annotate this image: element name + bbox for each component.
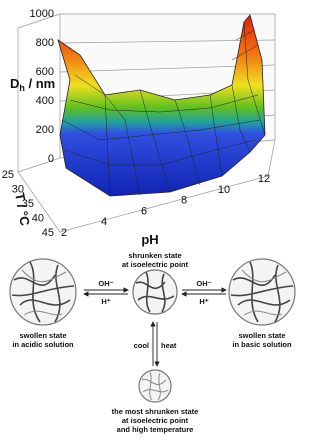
figure: Dh / nm T / °C pH 0 200 400 600 800 1000 25 30 3… [2, 8, 296, 434]
caption-center: shrunken state [128, 251, 181, 260]
z-tick-label: 400 [36, 95, 54, 107]
network-center [132, 269, 178, 315]
arrow-label: H⁺ [101, 297, 110, 306]
ph-tick-label: 12 [258, 173, 270, 185]
network-right [228, 258, 296, 326]
network-left [9, 258, 77, 326]
arrow-label: cool [134, 341, 149, 350]
ph-tick-label: 4 [101, 216, 107, 228]
arrow-label: H⁺ [199, 297, 208, 306]
ph-tick-label: 6 [141, 205, 147, 217]
t-tick-label: 30 [12, 184, 24, 196]
t-tick-label: 45 [42, 227, 54, 239]
caption-center: at isoelectric point [122, 260, 189, 269]
z-tick-label: 800 [36, 37, 54, 49]
t-tick-label: 25 [2, 169, 14, 181]
t-axis-label: T / °C [12, 191, 33, 227]
arrows [83, 287, 227, 367]
arrow-label: heat [161, 341, 177, 350]
z-tick-label: 200 [36, 124, 54, 136]
caption-right: in basic solution [232, 340, 292, 349]
ph-tick-label: 2 [61, 227, 67, 239]
caption-bottom: at isoelectric point [122, 416, 189, 425]
caption-left: swollen state [19, 331, 66, 340]
network-bottom [138, 369, 172, 403]
z-tick-label: 1000 [30, 8, 54, 20]
arrow-label: OH⁻ [98, 279, 113, 288]
caption-bottom: the most shrunken state [112, 407, 199, 416]
caption-bottom: and high temperature [117, 425, 194, 434]
t-tick-label: 40 [32, 213, 44, 225]
arrow-label: OH⁻ [196, 279, 211, 288]
caption-left: in acidic solution [12, 340, 74, 349]
caption-right: swollen state [238, 331, 285, 340]
ph-tick-label: 8 [181, 195, 187, 207]
z-tick-label: 600 [36, 66, 54, 78]
z-axis-label: Dh / nm [10, 76, 55, 93]
t-tick-label: 35 [22, 198, 34, 210]
page: {"plot":{"z_label":"D","z_label_sub":"h"… [1, 8, 296, 434]
ph-axis-label: pH [141, 232, 158, 247]
ph-tick-label: 10 [218, 184, 230, 196]
surface [57, 14, 266, 197]
z-tick-label: 0 [48, 153, 54, 165]
